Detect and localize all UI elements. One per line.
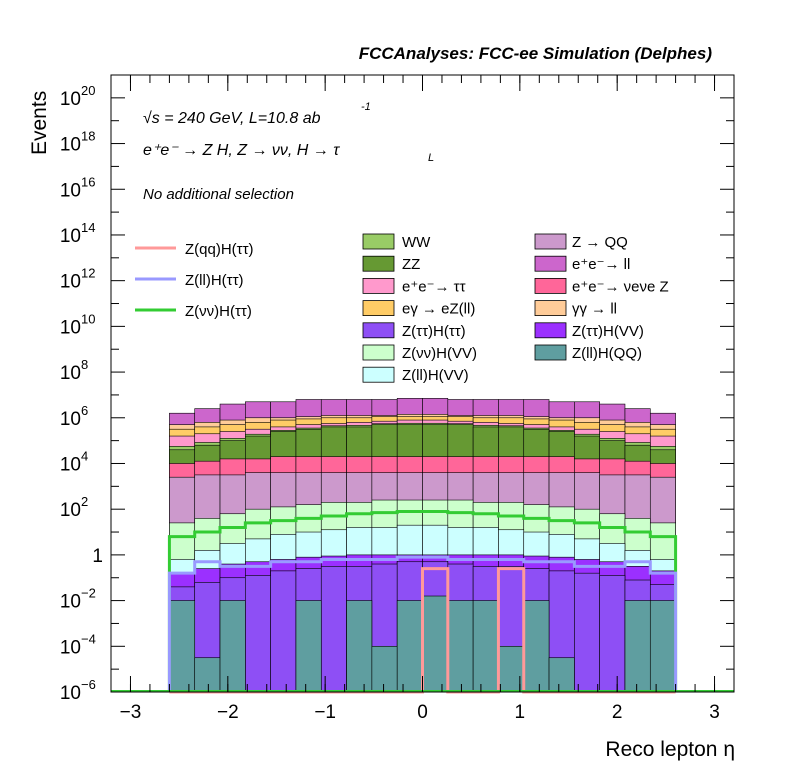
legend-box-label: Z(ττ)H(ττ) — [402, 323, 466, 340]
y-tick-label: 10 — [60, 454, 81, 475]
x-axis-label: Reco lepton η — [605, 738, 735, 761]
legend-box-swatch — [362, 322, 395, 339]
legend-box-label: Z(ll)H(VV) — [402, 367, 469, 384]
stack-z-ll-h-qq- — [169, 595, 676, 693]
legend-line-label: Z(ll)H(ττ) — [185, 272, 244, 289]
y-tick-label: 10 — [60, 135, 81, 156]
x-tick-label: −1 — [314, 702, 336, 723]
legend-box-label: Z(ll)H(QQ) — [572, 345, 642, 362]
bar — [624, 600, 651, 693]
y-tick-label: 10 — [60, 683, 81, 704]
y-tick-exponent: 20 — [81, 83, 95, 98]
y-tick-label: 10 — [60, 592, 81, 613]
y-tick-label: 10 — [60, 89, 81, 110]
y-tick-exponent: 18 — [81, 129, 95, 144]
legend-box-label: e⁺e⁻→ νeνe Z — [572, 278, 669, 295]
legend-box-swatch — [362, 366, 395, 383]
legend-box-swatch — [534, 300, 567, 317]
legend: Z(qq)H(ττ) Z(ll)H(ττ) Z(νν)H(ττ) WW ZZ e⁺e⁻→ … — [135, 233, 669, 384]
legend-box-label: Z → QQ — [572, 234, 628, 251]
y-tick-label: 10 — [60, 637, 81, 658]
legend-box-swatch — [362, 277, 395, 294]
legend-box-swatch — [534, 322, 567, 339]
y-tick-exponent: 2 — [81, 494, 88, 509]
legend-box-label: eγ → eZ(ll) — [402, 301, 475, 318]
legend-line-label: Z(νν)H(ττ) — [185, 303, 252, 320]
y-tick-exponent: 16 — [81, 174, 95, 189]
y-tick-label: 10 — [60, 317, 81, 338]
bar — [219, 600, 246, 693]
legend-box-label: Z(νν)H(VV) — [402, 345, 477, 362]
bar — [270, 570, 297, 693]
bar — [649, 600, 676, 693]
legend-box-label: Z(ττ)H(VV) — [572, 323, 644, 340]
bar — [523, 600, 550, 693]
y-tick-exponent: 10 — [81, 311, 95, 326]
y-tick-label: 10 — [60, 226, 81, 247]
legend-box-label: WW — [402, 234, 431, 251]
legend-box-swatch — [362, 233, 395, 250]
x-tick-label: 1 — [515, 702, 526, 723]
bar — [396, 600, 423, 693]
legend-box-label: e⁺e⁻→ ll — [572, 256, 630, 273]
y-tick-exponent: 14 — [81, 220, 95, 235]
y-tick-label: 10 — [60, 363, 81, 384]
y-tick-label: 1 — [92, 546, 103, 567]
process-annotation: e⁺e⁻ → Z H, Z → νν, H → τ L — [143, 142, 434, 164]
legend-box-swatch — [534, 277, 567, 294]
y-tick-exponent: −6 — [81, 677, 96, 692]
y-tick-label: 10 — [60, 500, 81, 521]
legend-box-swatch — [534, 344, 567, 361]
bar — [548, 657, 575, 693]
bar — [447, 600, 474, 693]
x-tick-label: −2 — [217, 702, 239, 723]
x-tick-label: 0 — [417, 702, 428, 723]
legend-box-label: γγ → ll — [572, 301, 617, 318]
x-tick-label: −3 — [120, 702, 142, 723]
bar — [169, 600, 196, 693]
bar — [472, 600, 499, 693]
legend-box-label: ZZ — [402, 256, 420, 273]
signal-line-z-ll-h- — [167, 555, 678, 692]
energy-annotation: √s = 240 GeV, L=10.8 ab -1 — [143, 101, 371, 127]
x-tick-label: 2 — [612, 702, 623, 723]
y-tick-label: 10 — [60, 409, 81, 430]
y-tick-exponent: −2 — [81, 586, 96, 601]
svg-text:L: L — [428, 152, 434, 164]
legend-box-swatch — [362, 300, 395, 317]
signal-line-z-h- — [167, 509, 678, 692]
legend-box-swatch — [534, 255, 567, 272]
svg-text:e⁺e⁻ → Z H, Z → νν, H → τ: e⁺e⁻ → Z H, Z → νν, H → τ — [143, 142, 340, 159]
bar — [320, 566, 347, 693]
y-tick-exponent: 4 — [81, 448, 88, 463]
bar — [295, 600, 322, 693]
bar — [194, 657, 221, 693]
legend-box-label: e⁺e⁻→ ττ — [402, 278, 466, 295]
y-tick-exponent: 6 — [81, 403, 88, 418]
bar — [599, 575, 626, 693]
y-axis-label: Events — [28, 91, 51, 155]
y-tick-exponent: 12 — [81, 266, 95, 281]
bar — [346, 600, 373, 693]
y-tick-label: 10 — [60, 180, 81, 201]
bar — [574, 572, 600, 693]
legend-box-swatch — [534, 233, 567, 250]
bar — [245, 575, 271, 693]
legend-line-label: Z(qq)H(ττ) — [185, 241, 254, 258]
legend-box-swatch — [362, 344, 395, 361]
y-tick-label: 10 — [60, 272, 81, 293]
selection-annotation: No additional selection — [143, 186, 294, 203]
x-tick-label: 3 — [709, 702, 720, 723]
bar — [422, 595, 449, 693]
chart-title: FCCAnalyses: FCC-ee Simulation (Delphes) — [359, 44, 713, 63]
svg-text:√s = 240 GeV, L=10.8 ab: √s = 240 GeV, L=10.8 ab — [143, 110, 321, 127]
legend-box-swatch — [362, 255, 395, 272]
y-tick-exponent: −4 — [81, 631, 96, 646]
svg-text:-1: -1 — [361, 101, 371, 113]
bar — [371, 645, 398, 693]
y-tick-exponent: 8 — [81, 357, 88, 372]
